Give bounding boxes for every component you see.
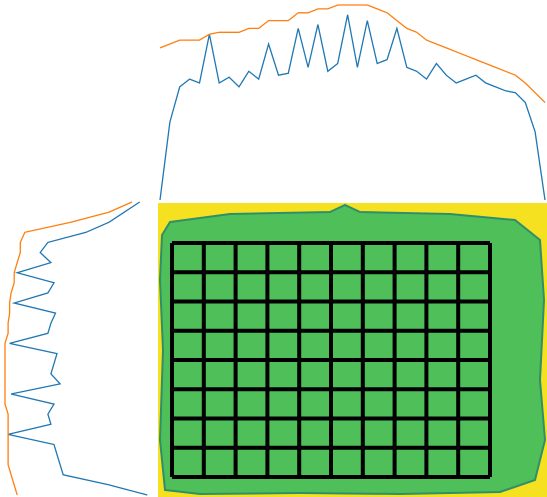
profile-line <box>5 202 132 495</box>
tablet-image <box>158 203 547 497</box>
profile-line <box>8 202 147 495</box>
figure <box>0 0 547 497</box>
profile-line <box>160 15 545 200</box>
profile-line <box>160 5 545 103</box>
tablet-stone <box>160 205 545 494</box>
